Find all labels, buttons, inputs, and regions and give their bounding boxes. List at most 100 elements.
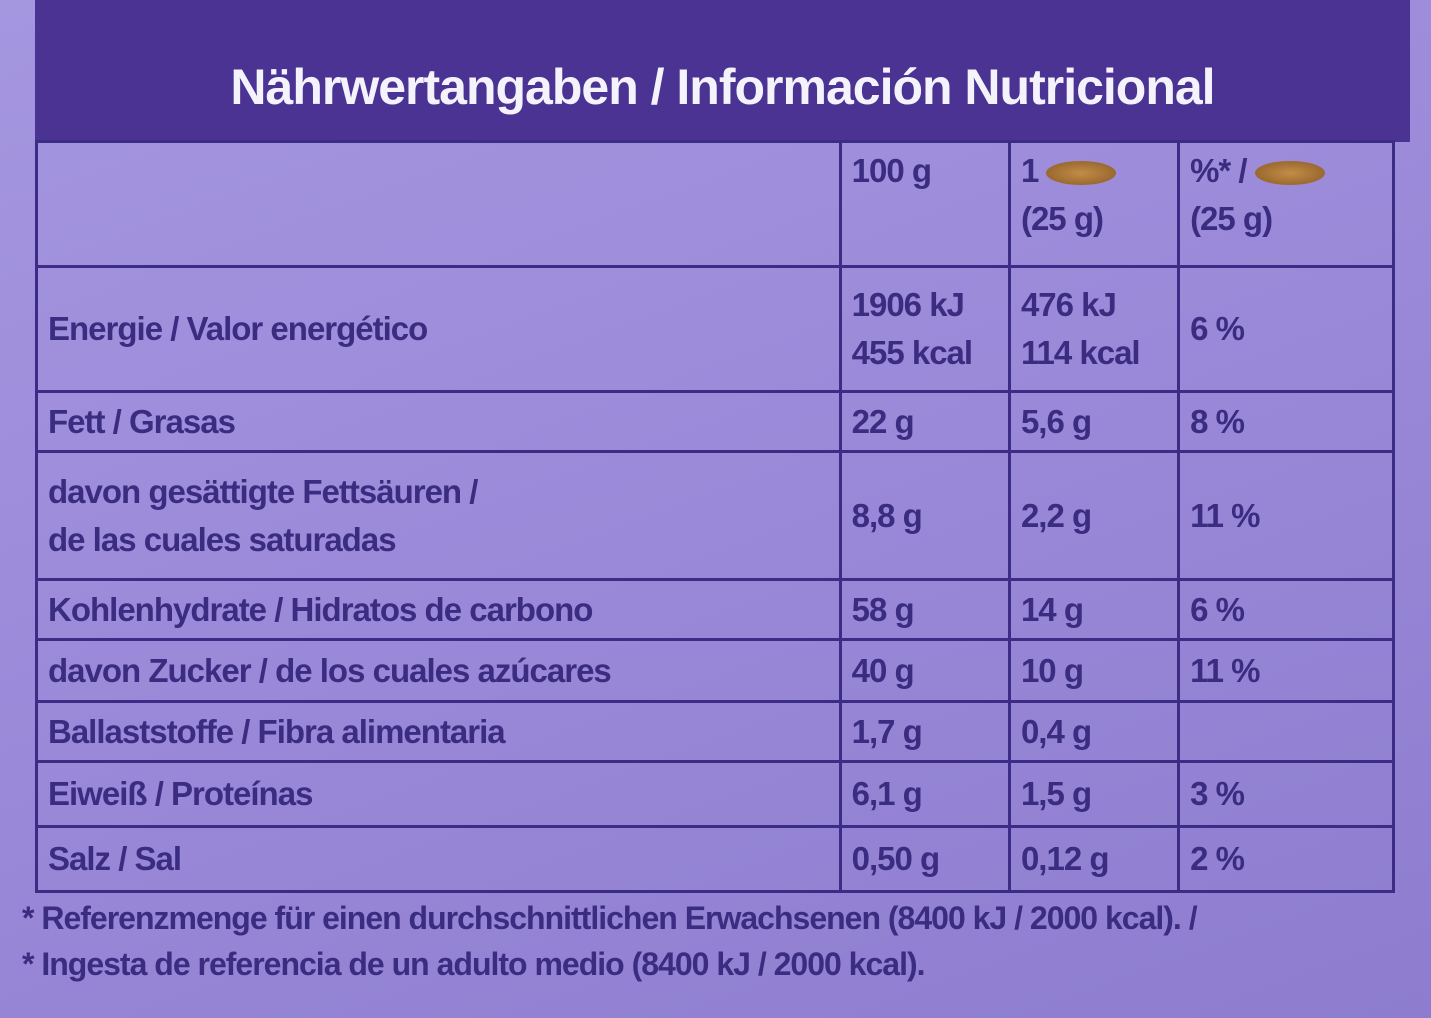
row: Salz / Sal 0,50 g 0,12 g 2 % bbox=[35, 825, 1395, 893]
value: 8,8 g bbox=[852, 492, 998, 540]
row-label-text: Fett / Grasas bbox=[48, 402, 236, 440]
footnote-line: * Referenzmenge für einen durchschnittli… bbox=[22, 900, 1198, 936]
value: 1906 kJ bbox=[852, 281, 998, 329]
value-cell: 0,4 g bbox=[1007, 700, 1181, 763]
value-cell: 476 kJ 114 kcal bbox=[1007, 265, 1181, 393]
value-cell: 22 g bbox=[838, 390, 1011, 453]
column-header-text: %* / bbox=[1190, 152, 1248, 189]
row-label-text: davon gesättigte Fettsäuren / bbox=[48, 472, 478, 510]
row-label: Fett / Grasas bbox=[48, 398, 829, 446]
value: 455 kcal bbox=[852, 329, 998, 377]
value-text: 10 g bbox=[1020, 651, 1084, 689]
value-cell: 8 % bbox=[1177, 390, 1395, 453]
header-cell: %* / (25 g) bbox=[1177, 140, 1395, 268]
value-cell: 6 % bbox=[1177, 265, 1395, 393]
value-cell: 58 g bbox=[838, 578, 1011, 641]
value-text: 476 kJ bbox=[1020, 286, 1117, 324]
value-cell: 6,1 g bbox=[838, 760, 1011, 828]
value-text: 8 % bbox=[1190, 402, 1245, 440]
label-cell: davon Zucker / de los cuales azúcares bbox=[35, 638, 842, 703]
value: 10 g bbox=[1021, 647, 1167, 695]
row-label-text: Kohlenhydrate / Hidratos de carbono bbox=[48, 590, 593, 628]
header-cell bbox=[35, 140, 842, 268]
value: 2,2 g bbox=[1021, 492, 1167, 540]
column-header-text: 100 g bbox=[851, 152, 932, 189]
value-text: 1,5 g bbox=[1020, 775, 1092, 813]
column-header-text: 1 bbox=[1020, 152, 1039, 189]
row-label: Kohlenhydrate / Hidratos de carbono bbox=[48, 586, 829, 634]
value-cell: 11 % bbox=[1177, 638, 1395, 703]
footnote-line: * Ingesta de referencia de un adulto med… bbox=[22, 946, 925, 983]
header-cell: 1 (25 g) bbox=[1007, 140, 1181, 268]
row-label: davon gesättigte Fettsäuren / bbox=[48, 468, 829, 516]
header-row: 100 g 1 (25 g) %* / (25 g) bbox=[35, 140, 1395, 268]
value-text: 14 g bbox=[1020, 590, 1084, 628]
value: 11 % bbox=[1190, 647, 1382, 695]
row-label: Ballaststoffe / Fibra alimentaria bbox=[48, 708, 829, 756]
value: 22 g bbox=[852, 398, 998, 446]
value-text: 0,4 g bbox=[1020, 712, 1092, 750]
label-cell: Eiweiß / Proteínas bbox=[35, 760, 842, 828]
value: 0,12 g bbox=[1021, 835, 1167, 883]
value-cell: 1,7 g bbox=[838, 700, 1011, 763]
value: 40 g bbox=[852, 647, 998, 695]
row-label: Eiweiß / Proteínas bbox=[48, 770, 829, 818]
value-text: 11 % bbox=[1190, 496, 1260, 534]
value: 114 kcal bbox=[1021, 329, 1167, 377]
value-text: 40 g bbox=[851, 651, 915, 689]
piece-icon bbox=[1046, 161, 1117, 186]
row: davon gesättigte Fettsäuren / de las cual… bbox=[35, 450, 1395, 581]
value-cell bbox=[1177, 700, 1395, 763]
value-text: 11 % bbox=[1190, 651, 1260, 689]
column-header-text: (25 g) bbox=[1020, 199, 1104, 237]
row-label-text: Ballaststoffe / Fibra alimentaria bbox=[48, 712, 506, 750]
footnote: * Referenzmenge für einen durchschnittli… bbox=[22, 895, 1198, 988]
value-cell: 10 g bbox=[1007, 638, 1181, 703]
value-text: 22 g bbox=[851, 402, 915, 440]
label-cell: davon gesättigte Fettsäuren / de las cual… bbox=[35, 450, 842, 581]
row-label: de las cuales saturadas bbox=[48, 516, 829, 564]
column-header-text: (25 g) bbox=[1190, 199, 1273, 237]
value-text: 0,50 g bbox=[851, 840, 941, 878]
value-cell: 1906 kJ 455 kcal bbox=[838, 265, 1011, 393]
value-text: 8,8 g bbox=[851, 496, 923, 534]
column-header: (25 g) bbox=[1190, 195, 1382, 243]
column-header: 100 g bbox=[852, 147, 998, 195]
value-text: 2 % bbox=[1190, 840, 1245, 878]
row-label: Salz / Sal bbox=[48, 835, 829, 883]
value: 6,1 g bbox=[852, 770, 998, 818]
value-text: 455 kcal bbox=[851, 334, 973, 371]
label-cell: Energie / Valor energético bbox=[35, 265, 842, 393]
value-text: 1906 kJ bbox=[851, 286, 965, 324]
value-text: 2,2 g bbox=[1020, 496, 1092, 534]
title: Nährwertangaben / Información Nutriciona… bbox=[230, 59, 1215, 115]
row-label-text: de las cuales saturadas bbox=[48, 520, 397, 558]
value: 1,7 g bbox=[852, 708, 998, 756]
value: 1,5 g bbox=[1021, 770, 1167, 818]
row-label: davon Zucker / de los cuales azúcares bbox=[48, 647, 829, 695]
value-cell: 0,12 g bbox=[1007, 825, 1181, 893]
value-cell: 14 g bbox=[1007, 578, 1181, 641]
value-text: 58 g bbox=[851, 590, 915, 628]
value-cell: 40 g bbox=[838, 638, 1011, 703]
value-text: 6,1 g bbox=[851, 775, 923, 813]
nutrition-table: 100 g 1 (25 g) %* / (25 g) Energie / Valor en… bbox=[35, 140, 1395, 893]
value-text: 3 % bbox=[1190, 775, 1245, 813]
value-cell: 3 % bbox=[1177, 760, 1395, 828]
row-label-text: Salz / Sal bbox=[48, 840, 182, 878]
header-band bbox=[35, 0, 1410, 142]
value-text: 114 kcal bbox=[1020, 334, 1141, 371]
value: 14 g bbox=[1021, 586, 1167, 634]
value: 2 % bbox=[1190, 835, 1382, 883]
value: 0,4 g bbox=[1021, 708, 1167, 756]
label-cell: Kohlenhydrate / Hidratos de carbono bbox=[35, 578, 842, 641]
value-cell: 2,2 g bbox=[1007, 450, 1181, 581]
row-label-text: Eiweiß / Proteínas bbox=[48, 775, 313, 813]
row: Energie / Valor energético 1906 kJ 455 kca… bbox=[35, 265, 1395, 393]
value-text: 0,12 g bbox=[1020, 840, 1110, 878]
piece-icon bbox=[1254, 161, 1325, 186]
value: 6 % bbox=[1190, 586, 1382, 634]
value-text: 1,7 g bbox=[851, 712, 923, 750]
row: Kohlenhydrate / Hidratos de carbono 58 g 1… bbox=[35, 578, 1395, 641]
